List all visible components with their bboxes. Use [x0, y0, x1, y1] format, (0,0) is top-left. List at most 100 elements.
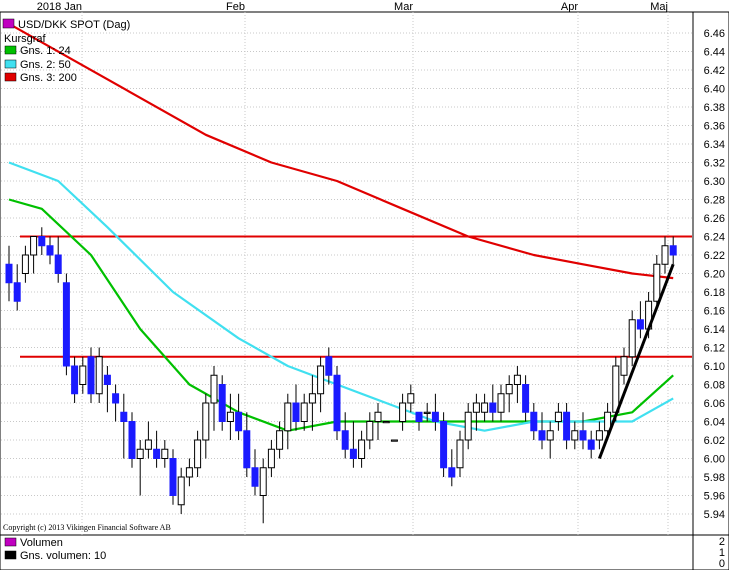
candle-body	[218, 384, 226, 422]
y-tick-label: 6.30	[704, 176, 725, 188]
y-tick-label: 6.24	[704, 232, 725, 244]
candle-body	[374, 411, 382, 422]
candle-body	[292, 402, 300, 422]
candle-body	[38, 236, 46, 247]
y-tick-label: 6.02	[704, 435, 725, 447]
candle-body	[308, 393, 316, 404]
x-tick-label: Maj	[650, 1, 668, 13]
candle-body	[440, 421, 448, 469]
candle-body	[136, 448, 144, 459]
candle-body	[144, 439, 152, 450]
candle-body	[202, 402, 210, 441]
trend-line	[597, 263, 675, 460]
candle-body	[30, 236, 38, 256]
legend-swatch-gns2	[4, 59, 17, 69]
volume-legend-swatch	[4, 537, 17, 547]
candle-body	[226, 411, 234, 422]
candle-body	[472, 402, 480, 413]
volume-legend-label: Volumen	[20, 537, 63, 549]
legend-swatch-title	[2, 18, 15, 29]
candle-body	[415, 411, 423, 422]
legend-gns1: Gns. 1: 24	[20, 45, 71, 57]
candle-body	[103, 374, 111, 385]
y-tick-label: 6.28	[704, 195, 725, 207]
volume-legend: Volumen Gns. volumen: 10	[4, 537, 106, 562]
y-tick-label: 6.18	[704, 287, 725, 299]
volume-tick-1: 1	[719, 547, 725, 559]
candle-body	[620, 356, 628, 376]
legend-swatch-gns1	[4, 45, 17, 55]
copyright-text: Copyright (c) 2013 Vikingen Financial So…	[3, 523, 171, 532]
y-tick-label: 6.46	[704, 28, 725, 40]
y-tick-label: 6.00	[704, 454, 725, 466]
candle-body	[636, 319, 644, 330]
support-trend-line	[597, 263, 675, 460]
y-tick-label: 6.04	[704, 417, 725, 429]
y-tick-label: 6.14	[704, 324, 725, 336]
candle-body	[431, 411, 439, 422]
y-tick-label: 6.08	[704, 380, 725, 392]
volume-axis: 2 1 0	[719, 536, 725, 570]
avg-volume-legend-label: Gns. volumen: 10	[20, 550, 106, 562]
legend-swatch-gns3	[4, 72, 17, 82]
candle-body	[185, 467, 193, 478]
candle-body	[259, 467, 267, 496]
candle-body	[522, 384, 530, 413]
y-axis-ticks: 6.46 6.44 6.42 6.40 6.38 6.36 6.34 6.32 6.30 6.28…	[704, 28, 725, 521]
y-tick-label: 6.36	[704, 121, 725, 133]
candle-body	[46, 245, 54, 256]
y-tick-label: 6.20	[704, 269, 725, 281]
x-tick-label: 2018 Jan	[37, 1, 82, 13]
candle-body	[161, 448, 169, 459]
legend-title: USD/DKK SPOT (Dag)	[18, 19, 130, 31]
volume-panel-frame	[0, 534, 694, 570]
candle-body	[177, 476, 185, 506]
candle-body	[481, 402, 489, 413]
y-tick-label: 6.26	[704, 213, 725, 225]
candle-body	[251, 467, 259, 487]
candle-body	[571, 430, 579, 441]
candle-body	[456, 439, 464, 469]
candle-body	[341, 430, 349, 450]
candle-body	[71, 365, 79, 395]
x-axis-ticks: 2018 Jan Feb Mar Apr Maj	[37, 1, 668, 13]
legend: USD/DKK SPOT (Dag) Kursgraf Gns. 1: 24 G…	[2, 18, 130, 84]
candle-body	[530, 411, 538, 432]
y-tick-label: 6.42	[704, 65, 725, 77]
y-tick-label: 6.34	[704, 139, 725, 151]
x-tick-label: Feb	[226, 1, 245, 13]
candle-body	[390, 439, 398, 442]
candle-body	[300, 402, 308, 422]
candle-body	[210, 374, 218, 404]
candle-body	[423, 411, 431, 414]
candlesticks	[5, 227, 677, 524]
candle-body	[546, 430, 554, 441]
volume-tick-0: 0	[719, 558, 725, 570]
price-axis-frame	[692, 11, 729, 536]
candle-body	[497, 393, 505, 413]
candle-body	[95, 356, 103, 395]
candle-body	[333, 374, 341, 432]
candle-body	[235, 411, 243, 432]
legend-gns3: Gns. 3: 200	[20, 72, 77, 84]
candle-body	[153, 448, 161, 459]
y-tick-label: 6.16	[704, 306, 725, 318]
candle-body	[628, 319, 636, 358]
candle-body	[358, 439, 366, 459]
candle-body	[604, 411, 612, 432]
candle-body	[407, 393, 415, 404]
legend-kursgraf: Kursgraf	[4, 33, 47, 45]
candle-body	[366, 421, 374, 441]
candle-body	[554, 411, 562, 422]
candle-body	[538, 430, 546, 441]
candle-body	[579, 430, 587, 441]
y-tick-label: 6.06	[704, 398, 725, 410]
y-tick-label: 6.32	[704, 158, 725, 170]
candle-body	[169, 458, 177, 496]
candle-body	[563, 411, 571, 441]
candle-body	[267, 448, 275, 469]
candle-body	[587, 439, 595, 450]
candle-body	[513, 374, 521, 385]
y-tick-label: 5.94	[704, 509, 725, 521]
